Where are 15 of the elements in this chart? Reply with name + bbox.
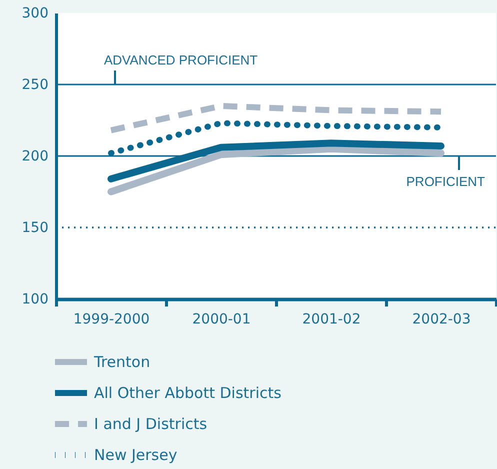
legend-label: All Other Abbott Districts xyxy=(94,384,282,402)
y-tick-label: 300 xyxy=(22,6,48,22)
x-tick-label: 1999-2000 xyxy=(73,312,150,328)
x-tick-label: 2002-03 xyxy=(412,312,471,328)
y-tick-label: 200 xyxy=(22,148,48,164)
y-tick-label: 100 xyxy=(22,292,48,308)
ref-line-label: ADVANCED PROFICIENT xyxy=(104,52,258,68)
legend-label: I and J Districts xyxy=(94,415,208,433)
x-tick-label: 2001-02 xyxy=(302,312,361,328)
y-tick-label: 150 xyxy=(22,220,48,236)
legend-label: New Jersey xyxy=(94,446,178,464)
legend-label: Trenton xyxy=(93,353,150,371)
x-tick-label: 2000-01 xyxy=(192,312,251,328)
ref-line-label: PROFICIENT xyxy=(406,174,486,189)
y-tick-label: 250 xyxy=(22,77,48,93)
